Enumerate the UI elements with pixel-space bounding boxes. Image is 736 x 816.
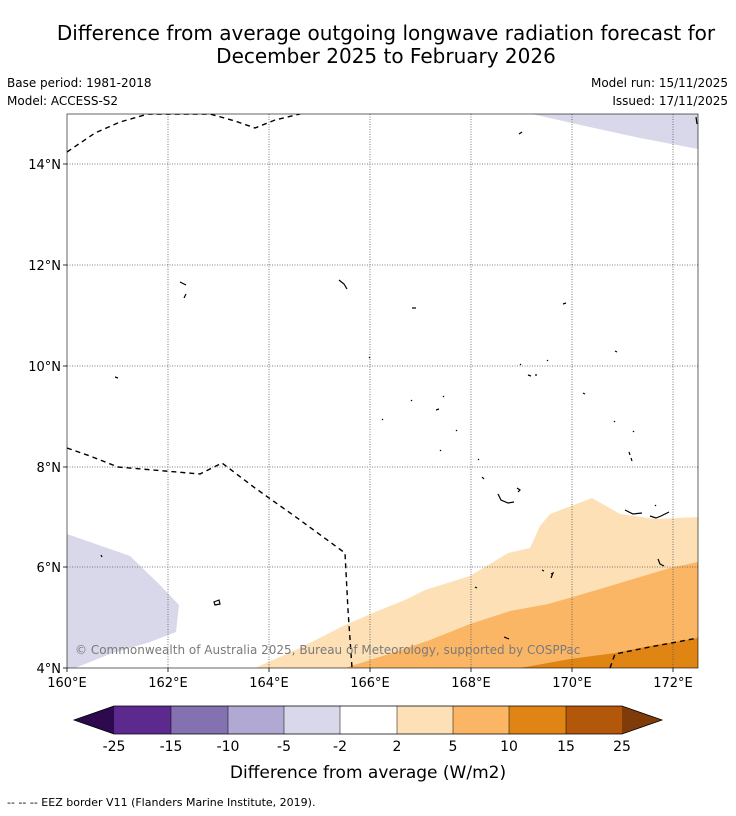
island [474,586,478,589]
island [481,476,485,480]
lat-label-8n: 8°N [37,461,62,476]
axis-ticks [63,163,674,672]
colorbar-segment-3 [228,706,284,734]
colorbar-label: 10 [500,739,518,755]
lat-label-12n: 12°N [28,259,61,274]
island [657,558,665,567]
colorbar-label: -10 [217,739,240,755]
islands [100,116,698,640]
colorbar-segment-8 [509,706,566,734]
positive-anomaly-10-15 [520,638,698,668]
meta-left: Base period: 1981-2018 Model: ACCESS-S2 [7,74,152,110]
positive-anomaly-5-10 [345,562,698,668]
chart-title: Difference from average outgoing longwav… [0,22,736,68]
negative-anomaly-top-right [532,114,698,149]
colorbar-label: -2 [333,739,347,755]
colorbar-label: -5 [277,739,291,755]
meta-right: Model run: 15/11/2025 Issued: 17/11/2025 [591,74,728,110]
longitude-labels: 160°E 162°E 164°E 166°E 168°E 170°E 172°… [47,676,693,691]
island [632,430,635,433]
island [100,554,103,558]
island [435,408,440,411]
colorbar-tick-labels: -25 -15 -10 -5 -2 2 5 10 15 25 [103,739,631,755]
negative-anomaly-left [67,534,179,668]
island [410,399,413,402]
map-frame [66,113,699,669]
colorbar-label: 25 [613,739,631,755]
island [613,420,616,423]
colorbar-label: 2 [393,739,402,755]
lat-label-6n: 6°N [37,561,62,576]
lon-label-166e: 166°E [350,676,390,691]
island [503,636,510,640]
colorbar-segment-5 [340,706,397,734]
island [477,458,480,461]
base-period: Base period: 1981-2018 [7,76,152,90]
colorbar-segment-1 [114,706,171,734]
colorbar-label: -15 [160,739,183,755]
island [114,376,119,379]
colorbar-outline [72,705,664,735]
lon-label-164e: 164°E [249,676,289,691]
colorbar-dividers [170,706,567,734]
lat-label-14n: 14°N [28,158,61,173]
island [338,279,348,290]
eez-border-southeast [609,637,698,668]
lat-label-10n: 10°N [28,360,61,375]
colorbar-label: -25 [103,739,126,755]
lon-label-172e: 172°E [653,676,693,691]
island [497,493,515,504]
lat-label-4n: 4°N [37,662,62,677]
latitude-labels: 14°N 12°N 10°N 8°N 6°N 4°N [28,158,61,677]
colorbar-segment-2 [171,706,228,734]
lon-label-170e: 170°E [552,676,592,691]
island [518,131,523,135]
island [582,392,586,395]
island [527,374,537,377]
lon-label-160e: 160°E [47,676,87,691]
colorbar-label: 15 [557,739,575,755]
colorbar-extend-max [622,706,662,734]
island [516,487,521,493]
island [624,509,670,519]
island [381,418,384,421]
colorbar-segment-9 [566,706,622,734]
colorbar: -25 -15 -10 -5 -2 2 5 10 15 25 Differenc… [72,705,664,783]
island [695,116,698,125]
footnote: -- -- -- EEZ border V11 (Flanders Marine… [7,796,316,809]
island [439,449,442,452]
colorbar-extend-min [74,706,114,734]
island [455,429,458,432]
island [368,356,371,359]
colorbar-segment-4 [284,706,340,734]
graticule [67,114,698,668]
colorbar-label: 5 [449,739,458,755]
lon-label-162e: 162°E [148,676,188,691]
lon-label-168e: 168°E [451,676,491,691]
title-line-2: December 2025 to February 2026 [216,44,556,68]
copyright-notice: © Commonwealth of Australia 2025, Bureau… [75,643,580,657]
colorbar-title: Difference from average (W/m2) [230,763,506,783]
island [614,350,618,353]
island [562,302,567,305]
island [442,395,445,398]
model-run: Model run: 15/11/2025 [590,76,728,90]
model-name: Model: ACCESS-S2 [7,94,119,108]
island [541,569,555,579]
map-area: © Commonwealth of Australia 2025, Bureau… [67,114,698,668]
island [654,504,657,507]
island [213,599,221,606]
colorbar-segment-6 [397,706,453,734]
issued-date: Issued: 17/11/2025 [612,94,728,108]
island [628,451,633,462]
title-line-1: Difference from average outgoing longwav… [56,21,716,45]
island [546,359,549,362]
island [519,363,522,366]
colorbar-segment-7 [453,706,509,734]
eez-borders [67,114,698,668]
island [179,281,187,286]
island [183,293,187,299]
